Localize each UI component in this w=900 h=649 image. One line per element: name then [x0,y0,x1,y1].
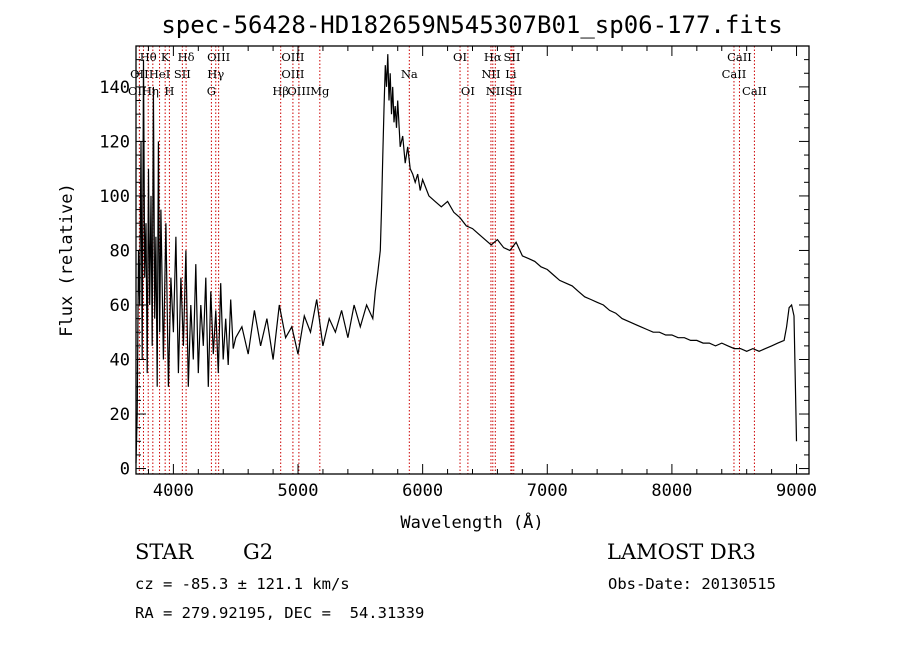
chart-title: spec-56428-HD182659N545307B01_sp06-177.f… [161,11,782,39]
y-tick-label: 120 [99,132,130,152]
line-label: HeI [149,67,170,81]
y-tick-label: 40 [110,351,130,371]
y-tick-label: 60 [110,296,130,316]
x-tick-label: 5000 [278,481,319,501]
y-axis-label: Flux (relative) [57,183,77,337]
line-label: Hβ [272,84,289,98]
line-label: NII [481,67,500,81]
line-label: Hγ [207,67,224,81]
emission-line-markers [138,46,755,474]
line-label: OIII [287,84,310,98]
x-tick-label: 4000 [153,481,194,501]
line-label: OIII [281,50,304,64]
x-axis-label: Wavelength (Å) [400,511,543,533]
y-tick-label: 100 [99,187,130,207]
y-tick-label: 80 [110,241,130,261]
x-tick-label: 7000 [527,481,568,501]
y-tick-label: 20 [110,405,130,425]
coordinates: RA = 279.92195, DEC = 54.31339 [135,604,425,622]
line-label: NII [486,84,505,98]
line-label: Na [401,67,418,81]
observation-date: Obs-Date: 20130515 [608,575,776,593]
y-axis-ticks: 0 20 40 60 80 100 120 140 [99,59,809,480]
x-axis-ticks: 4000 5000 6000 7000 8000 9000 [147,46,817,501]
x-tick-label: 6000 [402,481,443,501]
line-label: SII [174,67,191,81]
spectral-subclass: G2 [243,540,274,564]
line-label: SII [504,50,521,64]
redshift-velocity: cz = -85.3 ± 121.1 km/s [135,575,350,593]
line-label: G [207,84,216,98]
line-label: OIII [281,67,304,81]
line-label: Hδ [178,50,195,64]
spectrum-line [135,54,798,464]
line-label: OI [461,84,475,98]
line-label: OIII [207,50,230,64]
line-label: K [161,50,170,64]
line-label: Hθ [140,50,157,64]
line-label: CaII [727,50,752,64]
x-tick-label: 8000 [651,481,692,501]
survey-name: LAMOST DR3 [607,540,756,564]
y-tick-label: 0 [120,460,130,480]
object-type: STAR [135,540,194,564]
line-label: SII [505,84,522,98]
line-label: Mg [310,84,330,98]
x-tick-label: 9000 [776,481,817,501]
y-tick-label: 140 [99,78,130,98]
line-label: OI [453,50,467,64]
line-label: H [164,84,174,98]
line-label: Li [505,67,517,81]
line-label: Hα [484,50,502,64]
plot-frame [135,45,810,475]
line-label: CaII [722,67,747,81]
line-label: OII [130,67,149,81]
line-label: CaII [742,84,767,98]
